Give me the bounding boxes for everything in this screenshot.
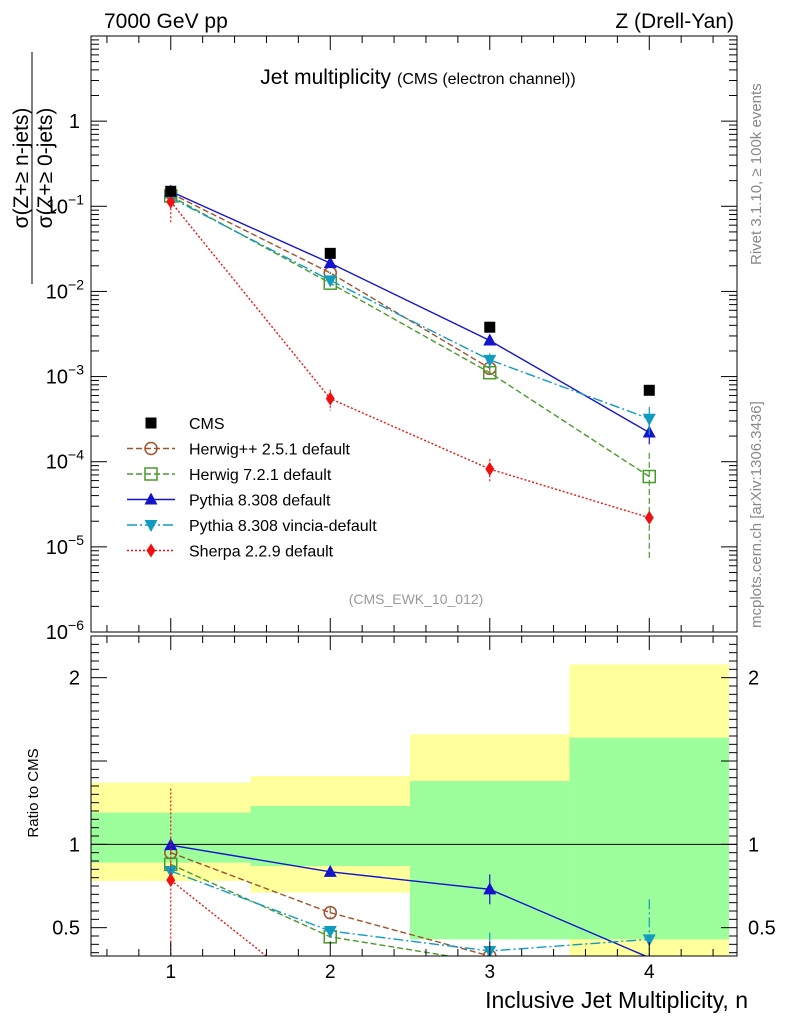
series-3-ratio-point	[323, 864, 337, 877]
x-axis-label: Inclusive Jet Multiplicity, n	[485, 987, 748, 1013]
series-5-point	[644, 510, 654, 525]
band-inner-2	[250, 806, 411, 866]
legend-series-1-marker	[144, 441, 158, 456]
series-4-point	[642, 413, 656, 426]
y-tick-label: 1	[69, 111, 80, 133]
y-axis-label-denominator: σ(Z+≥ 0-jets)	[34, 108, 57, 229]
axes: 1 2 3 4 10−6 10−5 10−4 10−3 10−2 10−1 1 0.5 0.5 1 1 2 2	[46, 35, 776, 983]
series-2-point	[642, 469, 657, 484]
chart-subtitle: (CMS (electron channel))	[397, 71, 576, 88]
series-4-point	[483, 354, 497, 367]
legend-series-5-marker	[146, 543, 156, 558]
analysis-tag: (CMS_EWK_10_012)	[349, 591, 484, 607]
series-5-point	[485, 462, 495, 477]
y-tick-label: 10−2	[46, 276, 84, 303]
main-frame	[90, 35, 738, 633]
series-5-point	[166, 194, 176, 209]
data-point-cms	[484, 321, 496, 333]
legend-series-2-marker	[144, 467, 158, 481]
data-point-cms	[324, 247, 336, 259]
rivet-label: Rivet 3.1.10, ≥ 100k events	[748, 83, 765, 265]
legend-cms-marker	[145, 417, 157, 429]
series-1-ratio-line	[170, 852, 490, 956]
legend-cms-label: CMS	[189, 416, 225, 433]
legend-series-2-label: Herwig 7.2.1 default	[189, 467, 332, 484]
x-tick-label: 4	[644, 962, 655, 983]
series-4-ratio-point	[642, 934, 656, 947]
series-5-line	[170, 201, 650, 519]
series-1-ratio-point	[323, 905, 338, 920]
series-3-line	[170, 190, 650, 434]
legend-series-3-marker	[144, 492, 158, 505]
main-series	[164, 184, 657, 561]
chart-title: Jet multiplicity (CMS (electron channel))	[260, 66, 575, 89]
header-process: Z (Drell-Yan)	[615, 10, 734, 33]
ratio-y-tick-label-right: 1	[748, 834, 759, 856]
legend-series-3-label: Pythia 8.308 default	[189, 493, 331, 510]
ratio-y-tick-label: 0.5	[52, 918, 80, 940]
data-point-cms	[643, 384, 655, 396]
series-2-ratio-line	[170, 863, 453, 956]
ratio-frame	[90, 635, 738, 957]
y-tick-label: 10−5	[46, 532, 84, 559]
band-inner-3	[410, 781, 570, 940]
x-tick-label: 3	[484, 962, 495, 983]
legend: CMS Herwig++ 2.5.1 default Herwig 7.2.1 de…	[127, 416, 377, 561]
x-tick-label: 2	[325, 962, 336, 983]
y-tick-label: 10−4	[46, 447, 84, 474]
series-5-ratio-line	[170, 879, 268, 956]
legend-series-1-label: Herwig++ 2.5.1 default	[189, 442, 351, 459]
series-4-point	[323, 275, 337, 288]
ratio-y-tick-label-right: 0.5	[748, 918, 776, 940]
y-tick-label: 10−6	[46, 617, 84, 644]
chart-title-main: Jet multiplicity	[260, 66, 391, 89]
series-4-ratio-point	[323, 926, 337, 938]
y-tick-label: 10−1	[46, 191, 84, 218]
series-3-point	[483, 333, 497, 346]
series-3-point	[323, 256, 337, 269]
legend-series-5-label: Sherpa 2.2.9 default	[189, 544, 334, 561]
y-axis-label-numerator: σ(Z+≥ n-jets)	[10, 108, 33, 229]
legend-series-4-label: Pythia 8.308 vincia-default	[189, 518, 377, 535]
series-3-ratio-point	[164, 838, 178, 851]
series-4-ratio-line	[170, 870, 650, 952]
ratio-y-tick-label: 1	[69, 834, 80, 856]
ratio-series	[164, 788, 656, 956]
series-5-ratio-point	[166, 873, 176, 888]
series-4-ratio-point	[164, 866, 178, 878]
data-point-cms	[165, 185, 177, 197]
ratio-y-axis-label: Ratio to CMS	[25, 748, 42, 837]
series-3-ratio-line	[170, 844, 648, 956]
header-energy: 7000 GeV pp	[104, 10, 228, 33]
y-tick-label: 10−3	[46, 362, 84, 389]
series-3-ratio-point	[483, 882, 497, 895]
series-4-line	[170, 197, 650, 420]
ratio-y-tick-label-right: 2	[748, 668, 759, 690]
x-tick-label: 1	[165, 962, 176, 983]
legend-series-4-marker	[144, 520, 158, 532]
ratio-uncertainty-bands	[91, 664, 737, 956]
series-5-point	[325, 391, 335, 406]
ratio-y-tick-label: 2	[69, 668, 80, 690]
series-1-line	[170, 192, 491, 369]
mcplots-label: mcplots.cern.ch [arXiv:1306.3436]	[748, 401, 765, 628]
